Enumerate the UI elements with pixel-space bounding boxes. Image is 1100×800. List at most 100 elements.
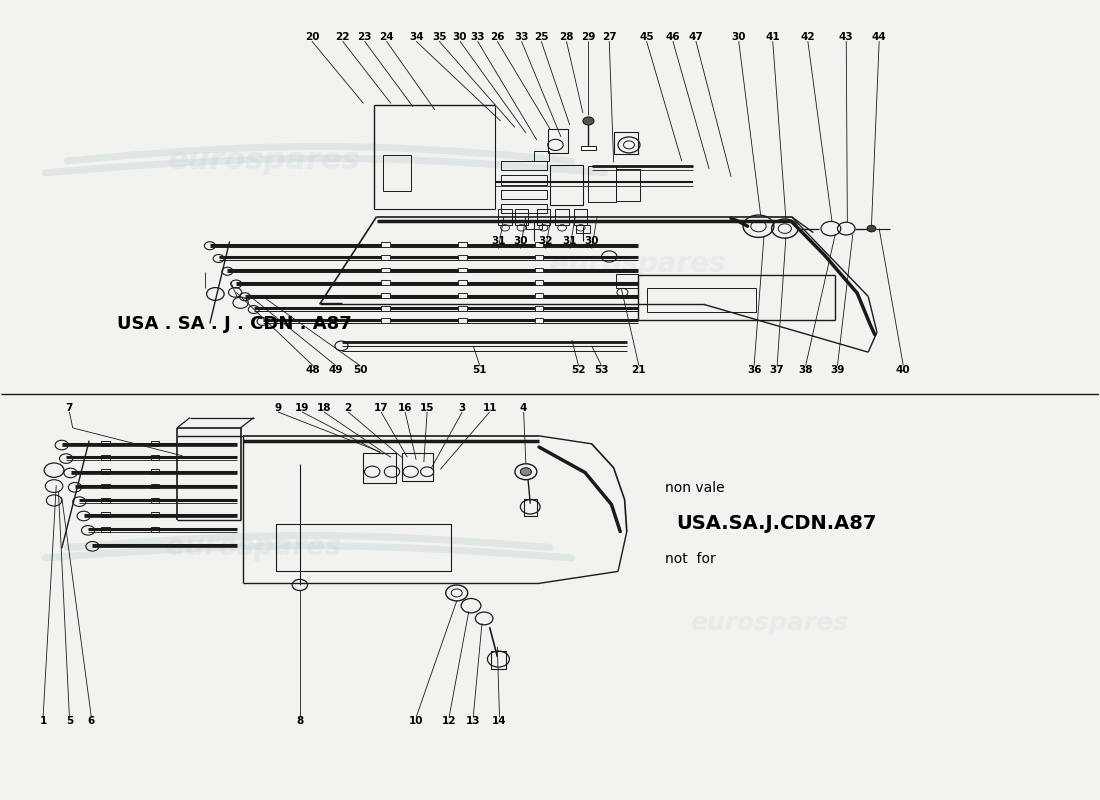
- Bar: [616, 274, 638, 288]
- Text: 33: 33: [514, 32, 529, 42]
- Text: 31: 31: [562, 235, 578, 246]
- Text: 30: 30: [513, 235, 528, 246]
- Text: 48: 48: [306, 365, 320, 374]
- Text: 35: 35: [432, 32, 447, 42]
- Bar: [515, 209, 528, 225]
- Text: 40: 40: [896, 365, 911, 374]
- Bar: [500, 175, 547, 185]
- Text: 31: 31: [492, 235, 506, 246]
- Text: 29: 29: [581, 32, 595, 42]
- Bar: [526, 221, 542, 229]
- Bar: [535, 318, 543, 322]
- Bar: [574, 209, 587, 225]
- Text: 2: 2: [344, 403, 352, 413]
- Text: 8: 8: [296, 716, 304, 726]
- Text: 44: 44: [872, 32, 887, 42]
- Text: 25: 25: [534, 32, 549, 42]
- Text: eurospares: eurospares: [550, 250, 726, 278]
- Text: USA.SA.J.CDN.A87: USA.SA.J.CDN.A87: [676, 514, 877, 533]
- Bar: [101, 442, 110, 446]
- Bar: [535, 293, 543, 298]
- Bar: [581, 146, 596, 150]
- Bar: [458, 255, 466, 260]
- Bar: [548, 129, 568, 153]
- Bar: [101, 498, 110, 503]
- Bar: [381, 268, 389, 273]
- Text: 32: 32: [538, 235, 553, 246]
- Text: 33: 33: [471, 32, 485, 42]
- Bar: [101, 484, 110, 489]
- Bar: [151, 455, 160, 460]
- Bar: [458, 306, 466, 310]
- Text: 9: 9: [274, 403, 282, 413]
- Bar: [500, 204, 547, 214]
- Text: 37: 37: [770, 365, 784, 374]
- Text: 6: 6: [88, 716, 95, 726]
- Text: 46: 46: [666, 32, 680, 42]
- Text: 18: 18: [317, 403, 331, 413]
- Bar: [101, 513, 110, 517]
- Bar: [647, 288, 757, 312]
- Text: eurospares: eurospares: [166, 534, 341, 562]
- Text: 30: 30: [453, 32, 468, 42]
- Bar: [381, 242, 389, 247]
- Bar: [491, 651, 506, 669]
- Text: 41: 41: [766, 32, 780, 42]
- Text: 10: 10: [409, 716, 424, 726]
- Bar: [458, 293, 466, 298]
- Text: 50: 50: [353, 365, 367, 374]
- Bar: [458, 318, 466, 322]
- Bar: [151, 442, 160, 446]
- Bar: [535, 242, 543, 247]
- Bar: [500, 190, 547, 199]
- Bar: [151, 526, 160, 531]
- Bar: [535, 255, 543, 260]
- Bar: [535, 268, 543, 273]
- Bar: [524, 499, 537, 516]
- Text: 43: 43: [839, 32, 854, 42]
- Bar: [537, 209, 550, 225]
- Text: 39: 39: [830, 365, 845, 374]
- Bar: [151, 470, 160, 474]
- Text: 16: 16: [398, 403, 412, 413]
- Bar: [458, 268, 466, 273]
- Text: 51: 51: [473, 365, 487, 374]
- Text: non vale: non vale: [666, 481, 725, 494]
- Bar: [101, 526, 110, 531]
- Bar: [535, 281, 543, 286]
- Bar: [381, 306, 389, 310]
- Bar: [616, 169, 640, 201]
- Bar: [535, 306, 543, 310]
- Text: eurospares: eurospares: [691, 611, 848, 635]
- Bar: [381, 293, 389, 298]
- Bar: [550, 165, 583, 205]
- Text: 42: 42: [801, 32, 815, 42]
- Text: 13: 13: [466, 716, 481, 726]
- Circle shape: [583, 117, 594, 125]
- Bar: [500, 161, 547, 170]
- Bar: [534, 151, 549, 161]
- Text: 28: 28: [559, 32, 574, 42]
- Text: 4: 4: [520, 403, 527, 413]
- Bar: [151, 498, 160, 503]
- Bar: [381, 318, 389, 322]
- Circle shape: [867, 226, 876, 232]
- Text: 36: 36: [747, 365, 761, 374]
- Bar: [556, 209, 569, 225]
- Text: 19: 19: [295, 403, 309, 413]
- Text: 53: 53: [594, 365, 608, 374]
- Text: 22: 22: [336, 32, 350, 42]
- Text: 49: 49: [329, 365, 343, 374]
- Text: 12: 12: [442, 716, 456, 726]
- Bar: [363, 453, 396, 483]
- Text: 30: 30: [584, 235, 598, 246]
- Bar: [402, 454, 432, 482]
- Text: 34: 34: [409, 32, 424, 42]
- Bar: [614, 132, 638, 154]
- Text: 14: 14: [492, 716, 507, 726]
- Bar: [588, 166, 616, 202]
- Circle shape: [520, 468, 531, 476]
- Bar: [498, 209, 512, 225]
- Text: 20: 20: [305, 32, 319, 42]
- Text: 21: 21: [631, 365, 646, 374]
